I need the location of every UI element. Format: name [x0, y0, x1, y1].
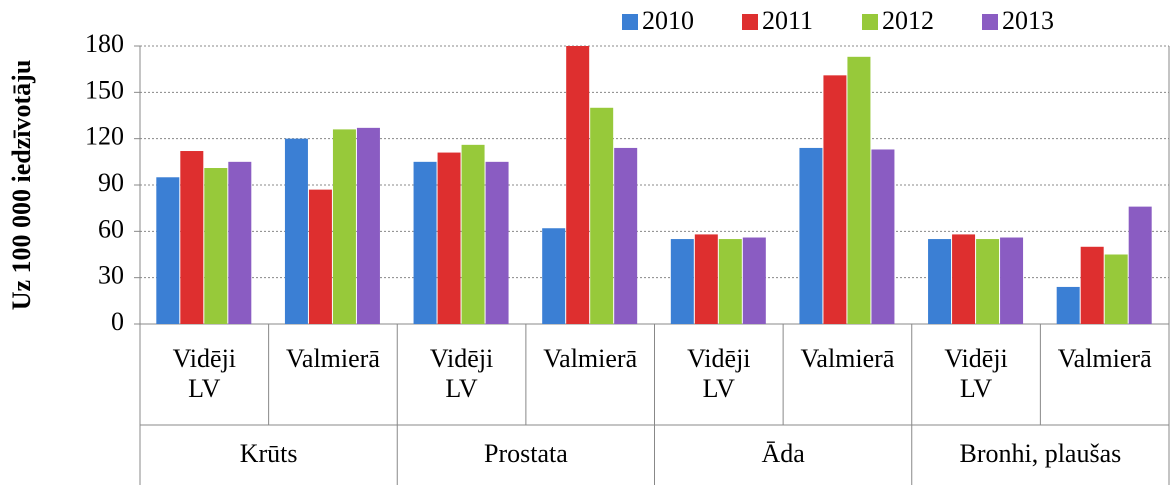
bar — [1080, 246, 1104, 324]
category-label: Vidēji LV — [429, 344, 494, 403]
bar — [566, 46, 590, 324]
legend-swatch — [742, 14, 758, 30]
y-tick-label: 0 — [111, 307, 124, 336]
category-label: Vidēji LV — [687, 344, 751, 403]
x-tick-label: Valmierā — [526, 344, 655, 374]
bar — [228, 161, 252, 324]
bar — [742, 237, 766, 324]
bar — [332, 129, 356, 324]
group-label: Bronhi, plaušas — [959, 439, 1121, 468]
bar — [952, 234, 976, 324]
bar — [799, 147, 823, 324]
legend-label: 2010 — [642, 6, 694, 35]
bar — [542, 228, 566, 324]
y-tick-label: 30 — [98, 261, 124, 290]
category-label: Valmierā — [543, 344, 638, 373]
bar — [1056, 286, 1080, 324]
y-axis-label: Uz 100 000 iedzīvotāju — [7, 60, 36, 311]
bar — [356, 127, 380, 324]
bar — [871, 149, 895, 324]
legend-label: 2012 — [882, 6, 934, 35]
x-tick-label: Vidēji LV — [397, 344, 526, 404]
legend-swatch — [622, 14, 638, 30]
bar — [204, 168, 228, 324]
bar — [413, 161, 437, 324]
y-tick-label: 180 — [85, 29, 124, 58]
legend-label: 2013 — [1002, 6, 1054, 35]
bar — [461, 144, 485, 324]
bar — [928, 239, 952, 324]
x-tick-label: Valmierā — [1040, 344, 1169, 374]
bar — [823, 75, 847, 324]
bar — [590, 107, 614, 325]
group-label: Prostata — [484, 439, 568, 468]
bar — [156, 177, 180, 324]
y-tick-label: 60 — [98, 214, 124, 243]
bar — [847, 56, 871, 325]
category-label: Vidēji LV — [944, 344, 1008, 403]
category-label: Vidēji LV — [172, 344, 237, 403]
x-tick-label: Valmierā — [269, 344, 398, 374]
legend-label: 2011 — [762, 6, 813, 35]
category-label: Valmierā — [800, 344, 895, 373]
bar — [437, 152, 461, 324]
legend-swatch — [862, 14, 878, 30]
y-tick-label: 150 — [85, 75, 124, 104]
group-label: Āda — [761, 439, 805, 468]
bar — [718, 239, 742, 324]
bar — [694, 234, 718, 324]
x-tick-label: Vidēji LV — [912, 344, 1041, 404]
x-tick-label: Valmierā — [783, 344, 912, 374]
category-label: Valmierā — [1057, 344, 1152, 373]
x-tick-label: Vidēji LV — [140, 344, 269, 404]
bar — [670, 239, 694, 324]
bar — [614, 147, 638, 324]
bar — [485, 161, 509, 324]
bar — [1128, 206, 1152, 324]
y-tick-label: 120 — [85, 122, 124, 151]
bar — [1104, 254, 1128, 324]
legend-swatch — [982, 14, 998, 30]
bar — [284, 138, 308, 324]
group-label: Krūts — [240, 439, 298, 468]
x-tick-label: Vidēji LV — [655, 344, 784, 404]
bar — [1000, 237, 1024, 324]
y-tick-label: 90 — [98, 168, 124, 197]
bar — [180, 151, 204, 324]
bar — [976, 239, 1000, 324]
bar — [308, 189, 332, 324]
category-label: Valmierā — [286, 344, 380, 373]
